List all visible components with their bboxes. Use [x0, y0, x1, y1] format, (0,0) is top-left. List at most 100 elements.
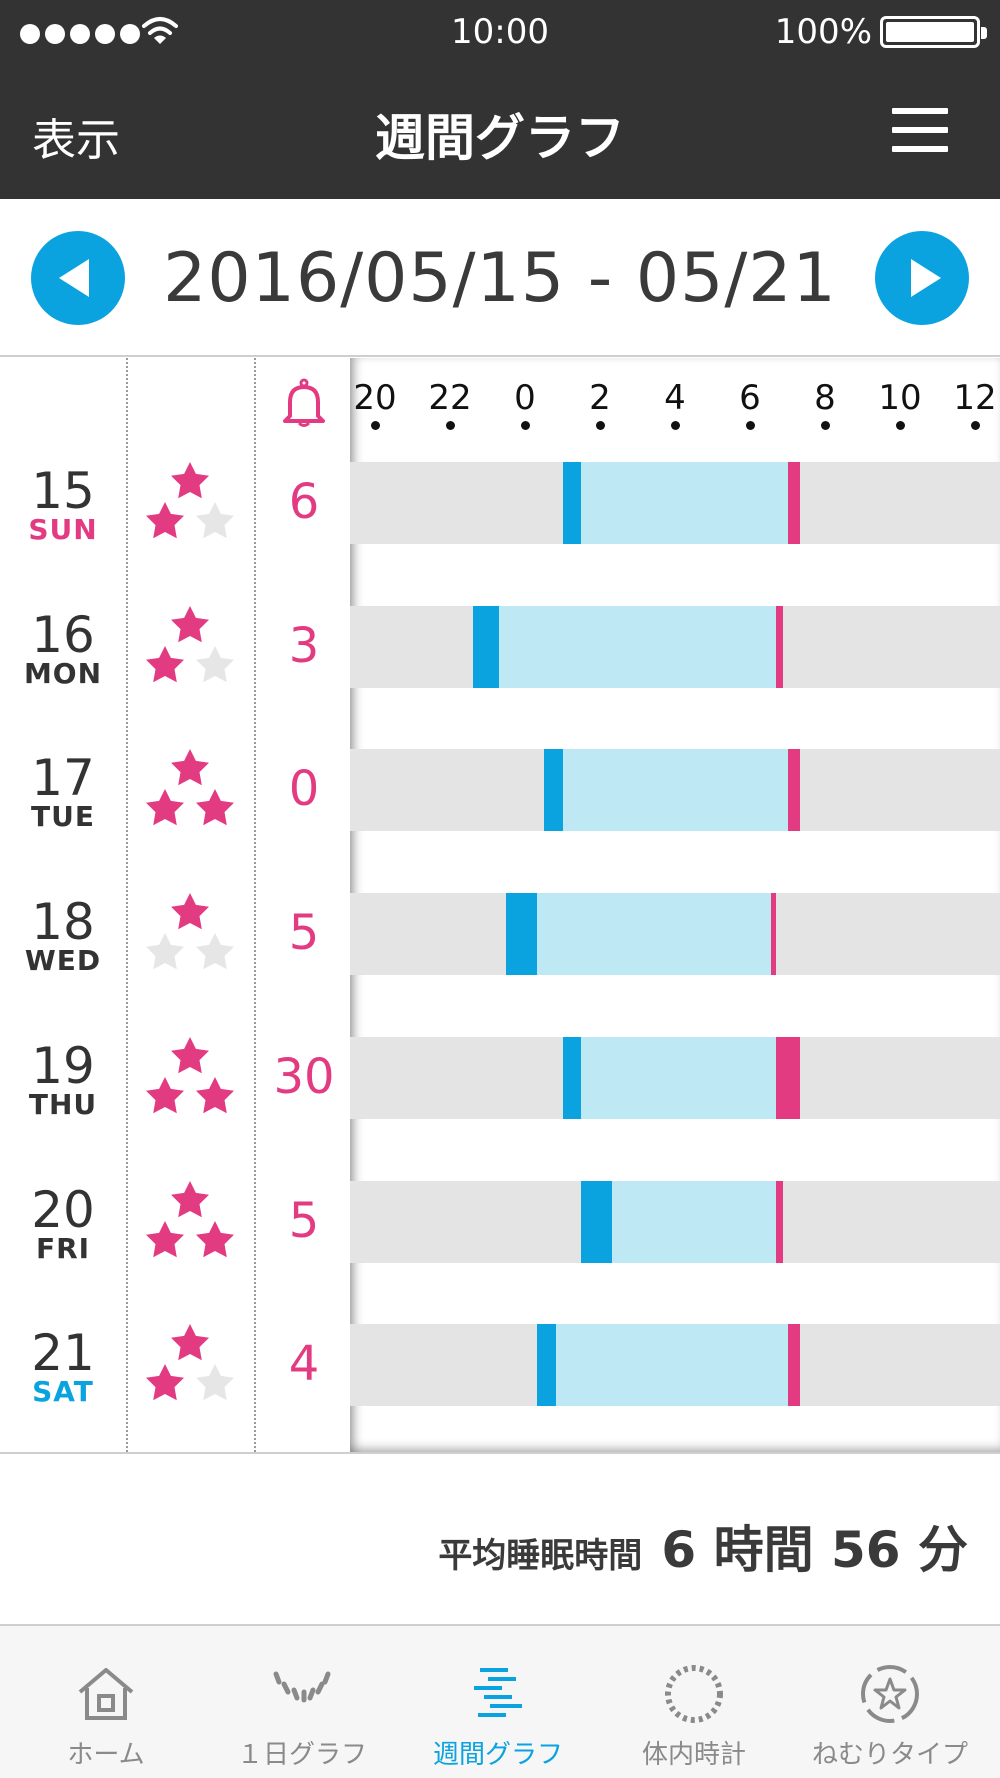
- sleep-row[interactable]: [350, 1180, 1000, 1263]
- bedtime-marker: [506, 893, 538, 976]
- tab-label: ホーム: [67, 1740, 145, 1770]
- sleep-duration-bar: [556, 1324, 788, 1407]
- arrow-right-icon: [911, 259, 941, 297]
- wake-marker: [770, 893, 777, 976]
- star-icon: [146, 789, 184, 826]
- star-icon: [171, 605, 209, 642]
- status-bar: 10:00 100%: [0, 0, 1000, 62]
- sleep-row[interactable]: [350, 605, 1000, 688]
- bedtime-marker: [472, 605, 499, 688]
- weekday-label: SAT: [32, 1375, 94, 1409]
- wake-marker: [776, 1180, 783, 1263]
- wake-marker: [776, 605, 783, 688]
- alarm-count: 5: [288, 905, 320, 962]
- signal-strength-icon: [20, 24, 140, 44]
- hamburger-icon[interactable]: [892, 108, 948, 152]
- alarm-count: 30: [273, 1048, 335, 1105]
- axis-tick-label: 2: [589, 378, 611, 418]
- sleep-rating: [140, 1033, 240, 1123]
- sleep-duration-bar: [612, 1180, 777, 1263]
- average-value: 6 時間 56 分: [661, 1521, 968, 1579]
- star-icon: [146, 1364, 184, 1401]
- day-number: 17: [31, 749, 95, 808]
- axis-tick-dot: [521, 421, 530, 430]
- axis-tick-dot: [896, 421, 905, 430]
- axis-tick-dot: [746, 421, 755, 430]
- sleep-rating: [140, 602, 240, 692]
- body-clock-icon: [665, 1665, 723, 1723]
- axis-tick-label: 0: [514, 378, 536, 418]
- axis-tick-dot: [446, 421, 455, 430]
- axis-tick-label: 4: [664, 378, 686, 418]
- battery-icon: [880, 16, 987, 48]
- star-icon: [196, 789, 234, 826]
- wake-marker: [787, 749, 800, 832]
- alarm-count: 0: [288, 761, 320, 818]
- day-number: 15: [31, 462, 95, 520]
- tab-body-clock[interactable]: 体内時計: [594, 1626, 794, 1778]
- wake-marker: [787, 1324, 800, 1407]
- status-time: 10:00: [451, 12, 549, 52]
- home-icon: [78, 1668, 134, 1720]
- axis-tick-dot: [971, 421, 980, 430]
- tab-sleep-type[interactable]: ねむりタイプ: [790, 1626, 990, 1778]
- star-icon: [171, 1180, 209, 1217]
- weekday-label: MON: [23, 656, 103, 690]
- date-navigator: 2016/05/15 - 05/21: [0, 199, 1000, 357]
- sleep-row[interactable]: [350, 749, 1000, 832]
- sleep-rating: [140, 889, 240, 979]
- star-icon: [146, 933, 184, 970]
- prev-week-button[interactable]: [31, 231, 125, 325]
- sleep-duration-bar: [537, 893, 771, 976]
- sleep-duration-bar: [562, 749, 788, 832]
- star-icon: [171, 749, 209, 786]
- wifi-icon: [142, 17, 178, 44]
- weekly-sleep-graph[interactable]: 20 22 0 2 4 6 8 10 12: [350, 358, 1000, 1452]
- wake-marker: [776, 1036, 800, 1119]
- day-number: 21: [31, 1324, 95, 1383]
- day-label: 20 FRI: [0, 1185, 126, 1263]
- star-icon: [196, 933, 234, 970]
- day-label: 15 SUN: [0, 466, 126, 544]
- top-bar: 10:00 100% 表示 週間グラフ: [0, 0, 1000, 199]
- alarm-count: 4: [288, 1336, 320, 1393]
- star-icon: [196, 1220, 234, 1257]
- sleep-duration-bar: [581, 1036, 777, 1119]
- day-label: 19 THU: [0, 1041, 126, 1119]
- bedtime-marker: [581, 1180, 613, 1263]
- sleep-rating: [140, 1177, 240, 1267]
- day-number: 18: [31, 893, 95, 952]
- star-icon: [196, 1076, 234, 1113]
- day-number: 19: [31, 1036, 95, 1095]
- tab-label: 体内時計: [641, 1740, 746, 1770]
- axis-tick-label: 10: [878, 378, 922, 418]
- weekly-sleep-table: 15 SUN 6 16 MON 3 17 TUE 0 18 WED 5 19 THU 30 20 FRI 5 21 S…: [0, 358, 1000, 1454]
- tab-weekly-graph[interactable]: 週間グラフ: [398, 1626, 598, 1778]
- axis-tick-label: 22: [428, 378, 472, 418]
- alarm-count: 6: [288, 474, 320, 530]
- bedtime-marker: [562, 1036, 582, 1119]
- star-icon: [146, 1076, 184, 1113]
- date-range: 2016/05/15 - 05/21: [163, 239, 837, 318]
- arrow-left-icon: [59, 259, 89, 297]
- sleep-row[interactable]: [350, 893, 1000, 976]
- star-icon: [146, 502, 184, 539]
- sleep-row[interactable]: [350, 1324, 1000, 1407]
- tab-daily-graph[interactable]: １日グラフ: [202, 1626, 402, 1778]
- day-number: 16: [31, 605, 95, 664]
- bedtime-marker: [562, 462, 582, 544]
- sleep-rating: [140, 745, 240, 835]
- tab-label: 週間グラフ: [432, 1740, 563, 1770]
- tab-home[interactable]: ホーム: [6, 1626, 206, 1778]
- bedtime-marker: [543, 749, 563, 832]
- sleep-row[interactable]: [350, 1036, 1000, 1119]
- display-button[interactable]: 表示: [32, 115, 120, 166]
- star-icon: [171, 1036, 209, 1073]
- star-icon: [196, 1364, 234, 1401]
- star-icon: [146, 1220, 184, 1257]
- axis-tick-label: 12: [953, 378, 997, 418]
- next-week-button[interactable]: [875, 231, 969, 325]
- sleep-rating: [140, 458, 240, 548]
- sleep-row[interactable]: [350, 462, 1000, 544]
- wake-marker: [787, 462, 800, 544]
